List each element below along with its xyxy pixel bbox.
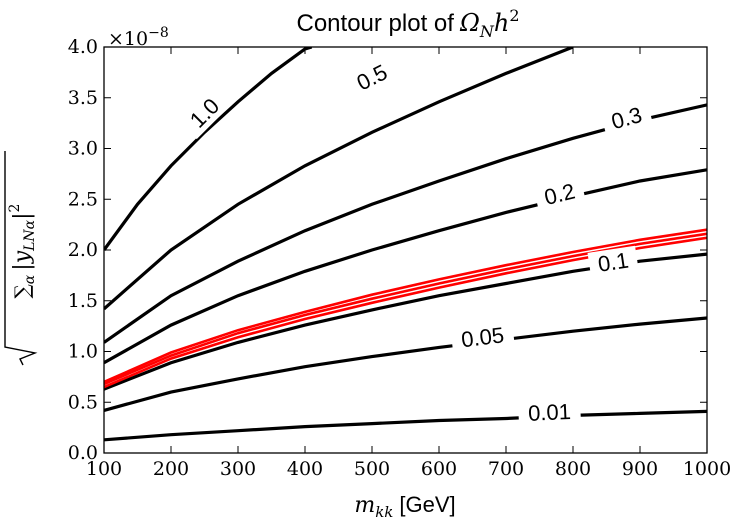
contour-line-0.01 [104,409,707,442]
y-tick-labels: 0.0 0.5 1.0 1.5 2.0 2.5 3.0 3.5 4.0 [68,36,98,464]
contour-label-group: 0.05 [450,320,515,354]
x-axis-label: mkk [GeV] [354,492,455,520]
chart-title: Contour plot of ΩNh2 [297,6,520,41]
contour-label-gap [533,175,586,213]
contour-lines [104,47,707,442]
contour-label: 0.2 [542,178,578,209]
x-tick-label: 300 [220,458,256,480]
contour-line-1.0 [104,47,313,251]
contour-line-0.5 [104,47,574,311]
x-tick-label: 400 [287,458,323,480]
y-tick-label: 3.0 [68,138,98,160]
y-tick-label: 1.5 [68,290,98,312]
highlight-contour-line-3 [104,228,707,384]
contour-label-group: 0.2 [533,175,586,213]
y-tick-label: 2.0 [68,239,98,261]
axis-ticks [103,46,708,454]
contour-label-gap [517,398,582,427]
y-tick-label: 0.0 [68,442,98,464]
highlight-contour-line-2 [104,232,707,386]
contour-label-gap [587,245,639,279]
x-tick-label: 200 [153,458,189,480]
svg-text:∑α|yLNα|2: ∑α|yLNα|2 [7,204,38,299]
contour-label-group: 0.3 [600,99,654,137]
contour-label-gap [344,55,400,100]
contour-label: 0.01 [528,399,572,426]
y-tick-label: 1.0 [68,341,98,363]
y-offset-text: ×10−8 [108,25,169,50]
x-tick-label: 500 [354,458,390,480]
x-tick-labels: 100 200 300 400 500 600 700 800 900 1000 [86,458,731,480]
contour-label-group: 0.1 [587,245,639,279]
x-tick-label: 600 [421,458,457,480]
contour-label: 0.1 [596,248,630,277]
x-tick-label: 100 [86,458,122,480]
contour-label-gap [450,320,515,354]
contour-line-0.2 [104,168,707,365]
contour-label-gap [178,86,231,140]
contour-label-group: 0.5 [344,55,400,100]
y-tick-label: 0.5 [68,391,98,413]
contour-label-gap [600,99,654,137]
contour-label-group: 1.0 [178,86,231,140]
y-label-radical [4,151,38,366]
y-tick-label: 3.5 [68,87,98,109]
y-axis-label: ∑α|yLNα|2 [4,151,38,366]
x-tick-label: 800 [555,458,591,480]
contour-label: 0.05 [460,322,506,352]
x-tick-label: 1000 [683,458,731,480]
contour-line-0.05 [104,316,707,412]
y-tick-label: 4.0 [68,36,98,58]
x-tick-label: 700 [488,458,524,480]
y-tick-label: 2.5 [68,188,98,210]
x-tick-label: 900 [622,458,658,480]
contour-label: 0.3 [609,102,645,134]
contour-label-group: 0.01 [517,398,582,427]
